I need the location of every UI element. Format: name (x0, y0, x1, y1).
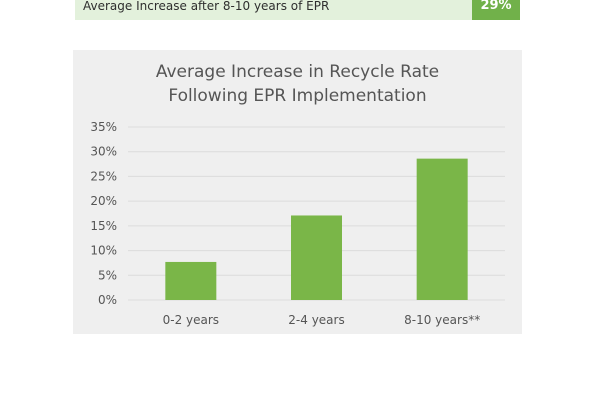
bar-2-4-years (291, 215, 342, 300)
y-tick-label: 20% (90, 194, 117, 208)
x-tick-label: 8-10 years** (404, 313, 480, 327)
y-tick-label: 35% (90, 120, 117, 134)
bar-0-2-years (165, 261, 217, 300)
chart-panel: Average Increase in Recycle Rate Followi… (73, 50, 522, 334)
y-tick-label: 10% (90, 244, 117, 258)
chart-title: Average Increase in Recycle Rate Followi… (73, 60, 522, 108)
summary-row-value: 29% (472, 0, 520, 20)
x-tick-label: 2-4 years (288, 313, 344, 327)
bar-chart: 35% 30% 25% 20% 15% 10% 5% 0% 0-2 years 2-4 years… (90, 120, 505, 327)
bar-8-10-years (416, 158, 468, 300)
y-tick-label: 25% (90, 169, 117, 183)
chart-title-line-1: Average Increase in Recycle Rate (155, 62, 440, 82)
chart-title-line-2: Following EPR Implementation (168, 86, 427, 106)
y-tick-label: 30% (90, 145, 117, 159)
y-tick-label: 0% (98, 293, 117, 307)
y-tick-label: 5% (98, 268, 117, 282)
summary-row-label: Average Increase after 8-10 years of EPR (83, 0, 330, 13)
x-tick-label: 0-2 years (163, 313, 219, 327)
y-tick-label: 15% (90, 219, 117, 233)
summary-row: Average Increase after 8-10 years of EPR… (75, 0, 520, 20)
